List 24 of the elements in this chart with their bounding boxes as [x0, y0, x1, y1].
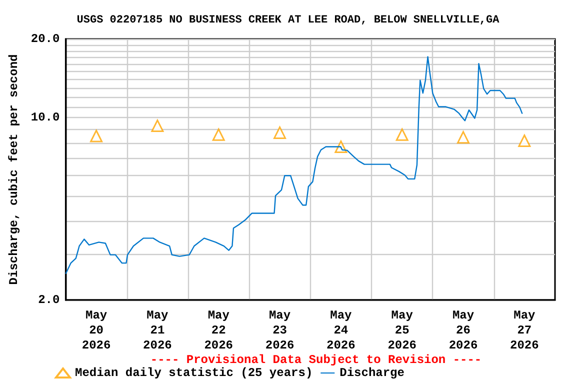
- x-tick-label: May 21 2026: [143, 308, 172, 352]
- chart-title: USGS 02207185 NO BUSINESS CREEK AT LEE ROAD, BELOW SNELLVILLE,GA: [76, 14, 500, 26]
- y-axis-title: Discharge, cubic feet per second: [7, 54, 21, 285]
- point: [90, 130, 103, 142]
- point: [457, 131, 470, 144]
- y-tick-label: 20.0: [30, 32, 60, 46]
- y-tick-label: 10.0: [30, 110, 60, 125]
- point: [518, 134, 531, 148]
- x-tick-label: May 27 2026: [510, 308, 539, 352]
- x-tick-label: May 22 2026: [204, 308, 234, 352]
- point: [396, 128, 408, 141]
- text: ---- Provisional Data Subject to Revision ----: [150, 353, 482, 367]
- x-tick-label: May 23 2026: [265, 308, 294, 352]
- y-tick-label: 2.0: [38, 293, 60, 307]
- legend-label: Median daily statistic (25 years): [75, 366, 313, 380]
- point: [274, 126, 286, 139]
- legend-label: Discharge: [340, 366, 404, 380]
- x-tick-label: May 26 2026: [448, 308, 478, 352]
- x-tick-label: May 20 2026: [82, 308, 111, 352]
- x-tick-label: May 25 2026: [388, 308, 416, 352]
- point: [212, 128, 225, 141]
- x-tick-label: May 24 2026: [326, 308, 356, 352]
- line-series: [65, 56, 523, 274]
- point: [151, 120, 164, 132]
